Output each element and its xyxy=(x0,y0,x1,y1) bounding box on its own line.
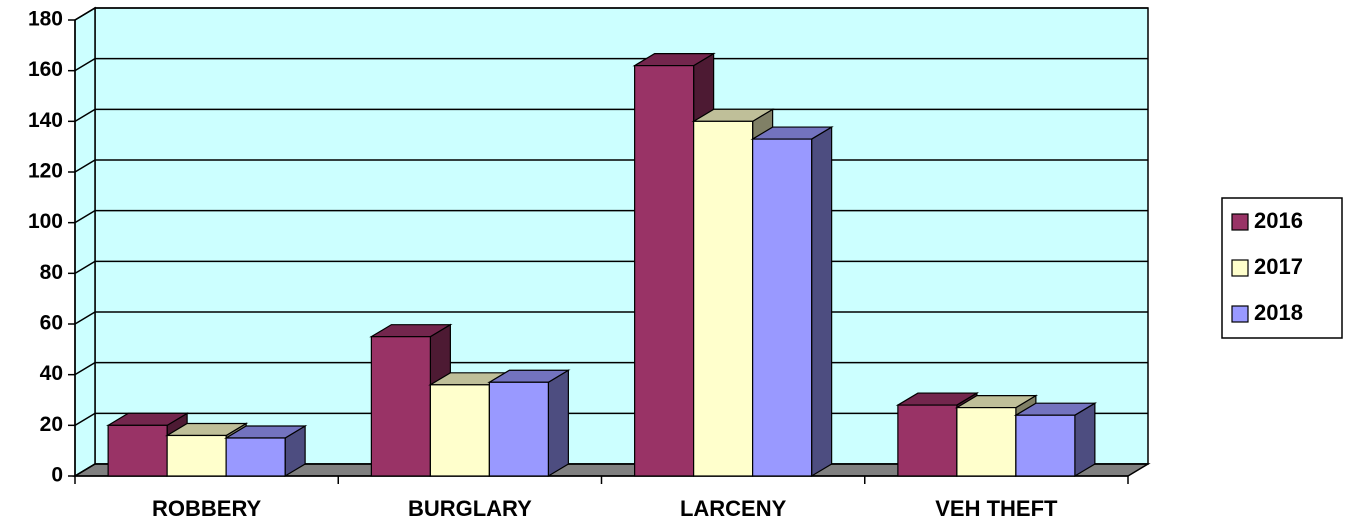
bar xyxy=(693,120,754,477)
grid-line xyxy=(74,108,1148,122)
bar xyxy=(956,407,1017,477)
y-tick-label: 100 xyxy=(28,210,63,233)
x-tick-label: ROBBERY xyxy=(152,496,262,521)
bar-side xyxy=(547,369,569,478)
bar xyxy=(429,384,490,477)
bar xyxy=(634,64,695,477)
bar-side xyxy=(1074,402,1096,478)
y-tick-label: 40 xyxy=(40,362,63,385)
bar xyxy=(370,336,431,477)
legend-swatch xyxy=(1231,259,1249,277)
grid-line xyxy=(74,7,1148,21)
y-tick-label: 120 xyxy=(28,160,63,183)
bar xyxy=(166,434,227,477)
legend-swatch xyxy=(1231,213,1249,231)
y-tick-label: 180 xyxy=(28,8,63,31)
bar xyxy=(897,404,958,477)
legend-label: 2017 xyxy=(1254,254,1303,279)
y-tick-label: 0 xyxy=(51,464,63,487)
x-tick-label: LARCENY xyxy=(680,496,787,521)
y-tick-label: 160 xyxy=(28,58,63,81)
grid-line xyxy=(74,57,1148,72)
legend-label: 2018 xyxy=(1254,300,1303,325)
bar xyxy=(1015,414,1076,477)
bar xyxy=(752,138,813,477)
bar-side xyxy=(811,126,833,478)
y-tick-label: 80 xyxy=(40,261,63,284)
bar xyxy=(107,424,168,477)
bar xyxy=(488,381,549,477)
side-wall xyxy=(74,6,96,478)
legend-label: 2016 xyxy=(1254,208,1303,233)
y-tick-label: 20 xyxy=(40,413,63,436)
x-tick-label: BURGLARY xyxy=(408,496,532,521)
bar xyxy=(225,437,286,477)
x-tick-label: VEH THEFT xyxy=(935,496,1058,521)
y-tick-label: 60 xyxy=(40,312,63,335)
legend-swatch xyxy=(1231,305,1249,323)
y-tick-label: 140 xyxy=(28,109,63,132)
